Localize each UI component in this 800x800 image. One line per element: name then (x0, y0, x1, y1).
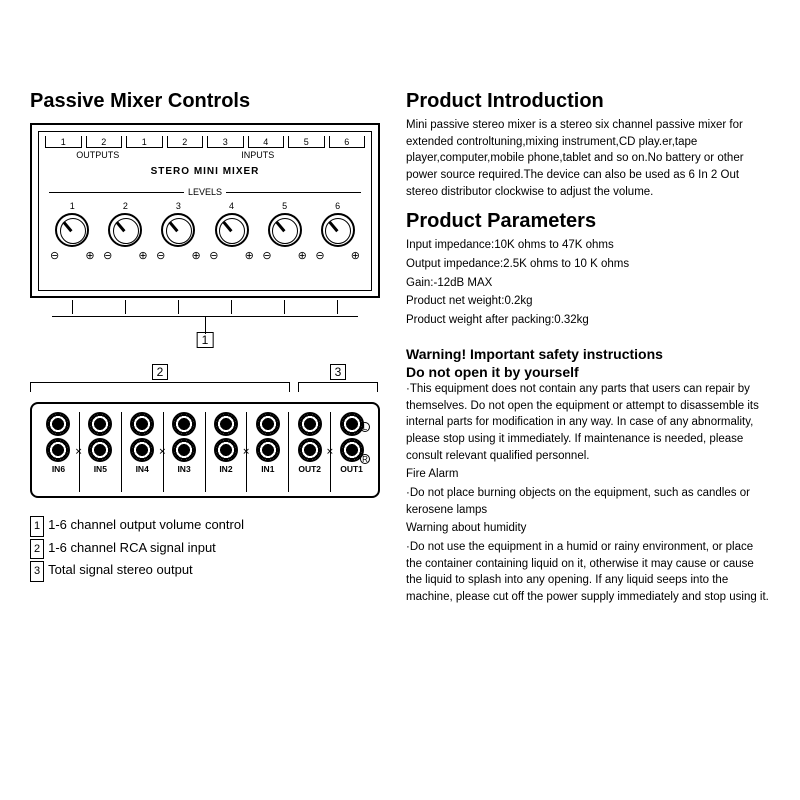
min-icon: ⊖ (209, 249, 218, 262)
min-icon: ⊖ (315, 249, 324, 262)
param-line: Output impedance:2.5K ohms to 10 K ohms (406, 256, 770, 273)
warn-para: Warning about humidity (406, 520, 770, 537)
left-tag-icon: L (360, 422, 370, 432)
legend: 1 1-6 channel output volume control 2 1-6 … (30, 514, 380, 582)
min-icon: ⊖ (50, 249, 59, 262)
param-line: Product weight after packing:0.32kg (406, 312, 770, 329)
in-5: 5 (288, 136, 325, 148)
jack-icon (214, 412, 238, 436)
callout-1: 1 (197, 332, 214, 348)
mixer-rear-panel: IN6 ✕IN5 IN4 ✕IN3 IN2 ✕IN1 OUT2 ✕ L R OU… (30, 402, 380, 498)
jack-label: IN1 (247, 464, 288, 474)
out-1: 1 (45, 136, 82, 148)
knob-2 (108, 213, 142, 247)
knob-1 (55, 213, 89, 247)
param-line: Gain:-12dB MAX (406, 275, 770, 292)
jack-label: OUT2 (289, 464, 330, 474)
in-4: 4 (248, 136, 285, 148)
warn-para: ·Do not place burning objects on the equ… (406, 485, 770, 518)
device-title: STERO MINI MIXER (45, 166, 365, 177)
knob-num-2: 2 (123, 201, 128, 211)
jack-label: IN2 (206, 464, 247, 474)
jack-label: IN4 (122, 464, 163, 474)
jack-icon (130, 438, 154, 462)
knob-4 (215, 213, 249, 247)
jack-icon (88, 412, 112, 436)
in-6: 6 (329, 136, 366, 148)
max-icon: ⊕ (191, 249, 200, 262)
legend-num: 2 (30, 539, 44, 560)
mixer-front-panel: 1 2 1 2 3 4 5 6 OUTPUTS INPUTS STERO MIN… (30, 123, 380, 298)
jack-label: IN6 (38, 464, 79, 474)
knob-3 (161, 213, 195, 247)
intro-paragraph: Mini passive stereo mixer is a stereo si… (406, 117, 770, 200)
warn-para: ·Do not use the equipment in a humid or … (406, 539, 770, 606)
max-icon: ⊕ (138, 249, 147, 262)
jack-label: IN5 (80, 464, 121, 474)
max-icon: ⊕ (298, 249, 307, 262)
out-2: 2 (86, 136, 123, 148)
jack-icon (88, 438, 112, 462)
jack-icon (130, 412, 154, 436)
legend-text: 1-6 channel RCA signal input (48, 540, 216, 555)
legend-text: Total signal stereo output (48, 562, 193, 577)
outputs-label: OUTPUTS (45, 150, 151, 160)
max-icon: ⊕ (85, 249, 94, 262)
min-icon: ⊖ (262, 249, 271, 262)
jack-icon (172, 438, 196, 462)
jack-label: IN3 (164, 464, 205, 474)
warning-heading-2: Do not open it by yourself (406, 363, 770, 381)
max-icon: ⊕ (351, 249, 360, 262)
min-icon: ⊖ (156, 249, 165, 262)
knob-num-4: 4 (229, 201, 234, 211)
warn-para: Fire Alarm (406, 466, 770, 483)
left-title: Passive Mixer Controls (30, 90, 380, 113)
intro-heading: Product Introduction (406, 90, 770, 113)
params-heading: Product Parameters (406, 210, 770, 233)
callout-1-bracket: 1 (30, 308, 380, 346)
jack-icon (298, 438, 322, 462)
jack-icon (172, 412, 196, 436)
in-3: 3 (207, 136, 244, 148)
knob-num-3: 3 (176, 201, 181, 211)
jack-icon (256, 412, 280, 436)
legend-num: 3 (30, 561, 44, 582)
jack-icon (46, 412, 70, 436)
callout-3: 3 (330, 364, 347, 380)
jack-icon (256, 438, 280, 462)
inputs-label: INPUTS (151, 150, 365, 160)
legend-num: 1 (30, 516, 44, 537)
in-2: 2 (167, 136, 204, 148)
knob-6 (321, 213, 355, 247)
jack-label: OUT1 (331, 464, 372, 474)
knob-5 (268, 213, 302, 247)
jack-icon (46, 438, 70, 462)
levels-label: LEVELS (188, 187, 222, 197)
callout-2: 2 (152, 364, 169, 380)
callout-2-bracket: 2 (30, 364, 290, 392)
knob-num-6: 6 (335, 201, 340, 211)
legend-text: 1-6 channel output volume control (48, 517, 244, 532)
param-line: Product net weight:0.2kg (406, 293, 770, 310)
param-line: Input impedance:10K ohms to 47K ohms (406, 237, 770, 254)
min-icon: ⊖ (103, 249, 112, 262)
jack-icon (298, 412, 322, 436)
callout-3-bracket: 3 (298, 364, 378, 392)
max-icon: ⊕ (245, 249, 254, 262)
jack-icon (214, 438, 238, 462)
knob-num-5: 5 (282, 201, 287, 211)
knob-num-1: 1 (70, 201, 75, 211)
in-1: 1 (126, 136, 163, 148)
right-tag-icon: R (360, 454, 370, 464)
warning-heading-1: Warning! Important safety instructions (406, 345, 770, 363)
warn-para: ·This equipment does not contain any par… (406, 381, 770, 464)
